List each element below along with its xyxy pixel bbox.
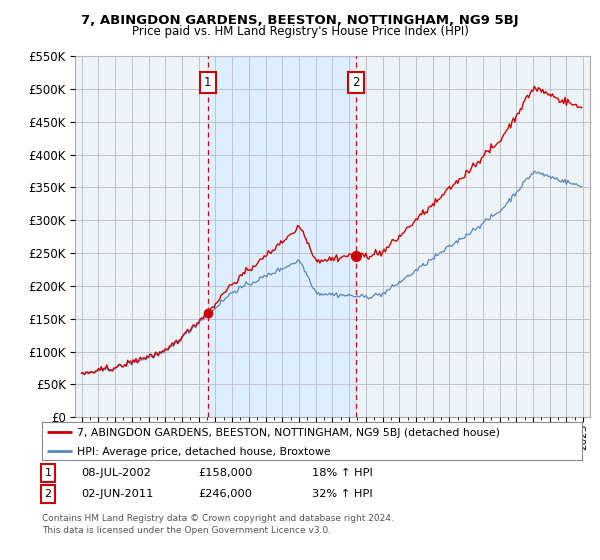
Text: Contains HM Land Registry data © Crown copyright and database right 2024.: Contains HM Land Registry data © Crown c… [42, 514, 394, 523]
Text: 2: 2 [352, 76, 360, 89]
Text: £158,000: £158,000 [198, 468, 253, 478]
Text: This data is licensed under the Open Government Licence v3.0.: This data is licensed under the Open Gov… [42, 526, 331, 535]
Text: HPI: Average price, detached house, Broxtowe: HPI: Average price, detached house, Brox… [77, 447, 331, 457]
Text: 02-JUN-2011: 02-JUN-2011 [81, 489, 154, 499]
Text: 7, ABINGDON GARDENS, BEESTON, NOTTINGHAM, NG9 5BJ (detached house): 7, ABINGDON GARDENS, BEESTON, NOTTINGHAM… [77, 428, 500, 438]
Text: Price paid vs. HM Land Registry's House Price Index (HPI): Price paid vs. HM Land Registry's House … [131, 25, 469, 38]
Text: £246,000: £246,000 [198, 489, 252, 499]
Text: 18% ↑ HPI: 18% ↑ HPI [312, 468, 373, 478]
Text: 2: 2 [44, 489, 52, 499]
Text: 7, ABINGDON GARDENS, BEESTON, NOTTINGHAM, NG9 5BJ: 7, ABINGDON GARDENS, BEESTON, NOTTINGHAM… [81, 14, 519, 27]
Text: 08-JUL-2002: 08-JUL-2002 [81, 468, 151, 478]
Bar [208, 56, 356, 417]
Text: 32% ↑ HPI: 32% ↑ HPI [312, 489, 373, 499]
Text: 1: 1 [44, 468, 52, 478]
Text: 1: 1 [204, 76, 211, 89]
